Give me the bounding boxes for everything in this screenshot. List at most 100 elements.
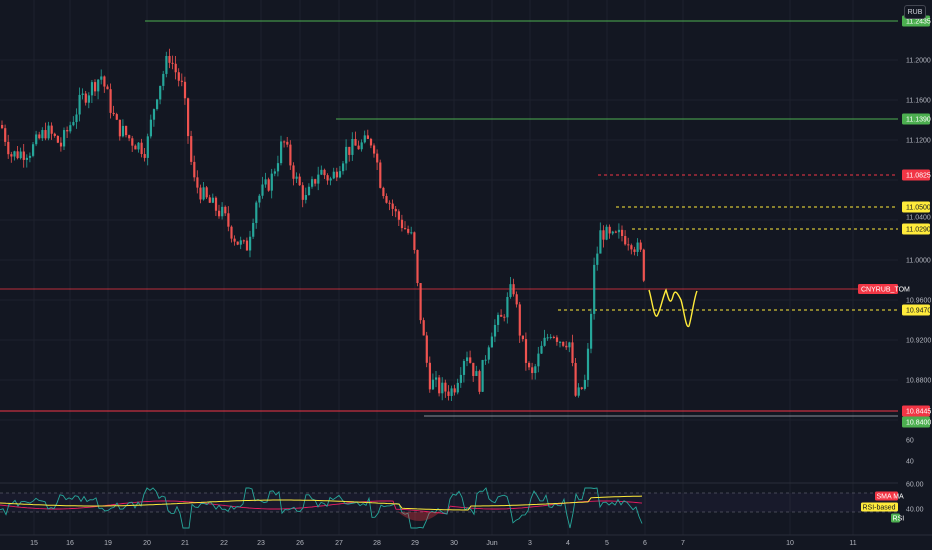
candle-body — [298, 176, 301, 186]
candle-body — [301, 185, 304, 200]
candle-body — [348, 146, 351, 155]
candle-body — [431, 379, 435, 390]
candle-body — [143, 154, 146, 158]
candle-body — [363, 135, 366, 143]
candle-body — [193, 161, 196, 178]
candle-body — [388, 202, 391, 204]
time-tick-label: 15 — [30, 540, 38, 547]
candle-body — [586, 348, 590, 380]
candle-body — [177, 72, 180, 81]
candle-body — [218, 210, 221, 217]
candle-body — [320, 169, 323, 175]
candle-body — [53, 133, 56, 136]
candle-body — [379, 162, 382, 188]
price-axis[interactable]: 11.2000 11.1600 11.1200 11.0000 10.9600 10.92… — [858, 0, 932, 550]
candle-body — [273, 171, 276, 174]
candle-body — [292, 165, 295, 179]
candle-body — [524, 339, 528, 363]
candle-body — [382, 187, 385, 197]
time-tick-label: 5 — [605, 540, 609, 547]
price-tag — [902, 169, 930, 181]
time-tick-label: 20 — [143, 540, 151, 547]
price-tag-label: 10.8400 — [906, 420, 931, 427]
rsi-legend-tag — [875, 491, 898, 501]
candle-body — [261, 184, 264, 196]
candle-body — [28, 155, 32, 158]
candle-body — [103, 76, 106, 87]
candle-body — [326, 175, 329, 181]
candle-body — [577, 387, 580, 396]
candle-body — [335, 171, 338, 178]
candle-body — [636, 242, 639, 252]
candle-body — [537, 353, 540, 367]
price-tag — [902, 405, 930, 417]
price-tick-label: 11.2000 — [906, 58, 931, 65]
rsi-legend-label: RSI-based MA — [863, 505, 909, 512]
candle-body — [156, 99, 159, 110]
candle-body — [106, 86, 109, 90]
time-tick-label: 6 — [643, 540, 647, 547]
candle-body — [168, 55, 171, 63]
candle-body — [171, 62, 174, 64]
candle-body — [515, 294, 518, 305]
candle-body — [338, 171, 342, 178]
time-tick-label: 26 — [296, 540, 304, 547]
candle-body — [41, 130, 44, 139]
candle-body — [534, 366, 537, 374]
candle-body — [438, 377, 441, 394]
candle-body — [580, 387, 583, 389]
candle-body — [608, 226, 611, 234]
candle-body — [624, 236, 627, 245]
candle-body — [66, 130, 69, 132]
price-tag-label: 11.1390 — [906, 117, 931, 124]
candle-body — [549, 336, 552, 338]
candle-body — [493, 324, 497, 337]
drawn-projection-line — [648, 288, 698, 328]
candle-body — [233, 238, 236, 242]
price-tick-label: 11.1200 — [906, 138, 931, 145]
candle-body — [469, 357, 472, 363]
candle-body — [559, 341, 562, 343]
candle-body — [87, 95, 90, 103]
candle-body — [521, 335, 524, 340]
rsi-legend-label: SMA MA — [877, 494, 905, 501]
candle-body — [555, 337, 559, 342]
candle-body — [543, 337, 546, 346]
candle-body — [16, 151, 19, 159]
candle-body — [391, 203, 394, 209]
candle-body — [444, 382, 447, 392]
candle-body — [568, 342, 571, 348]
candle-body — [258, 195, 261, 203]
candle-body — [329, 178, 332, 181]
currency-button[interactable]: RUB — [904, 5, 926, 19]
candle-body — [22, 151, 25, 160]
candle-body — [44, 130, 47, 139]
candle-body — [252, 222, 255, 237]
rsi-band-label: 60.00 — [906, 482, 924, 489]
candle-body — [307, 186, 311, 196]
candle-body — [373, 145, 376, 154]
candle-body — [63, 130, 66, 147]
price-tick-label: 11.1600 — [906, 98, 931, 105]
time-tick-label: Jun — [486, 540, 497, 547]
candle-body — [351, 138, 354, 155]
time-tick-label: 19 — [104, 540, 112, 547]
candle-body — [205, 187, 208, 198]
candle-body — [627, 244, 630, 246]
candle-body — [270, 173, 273, 191]
candle-body — [435, 377, 438, 380]
candle-body — [639, 242, 642, 250]
candle-body — [47, 125, 50, 139]
price-tag-label: 11.0400 — [906, 215, 931, 222]
time-axis[interactable]: 15 16 19 20 21 22 23 26 27 28 29 30 Jun 3 4 5 6 7 10 11 — [0, 534, 932, 550]
candle-body — [425, 335, 428, 363]
candle-body — [118, 119, 121, 137]
candle-body — [512, 284, 515, 295]
candle-body — [466, 357, 469, 361]
candle-body — [633, 249, 636, 252]
candle-body — [199, 187, 202, 200]
candle-body — [180, 80, 183, 82]
candle-body — [562, 341, 565, 346]
candle-body — [35, 134, 38, 145]
